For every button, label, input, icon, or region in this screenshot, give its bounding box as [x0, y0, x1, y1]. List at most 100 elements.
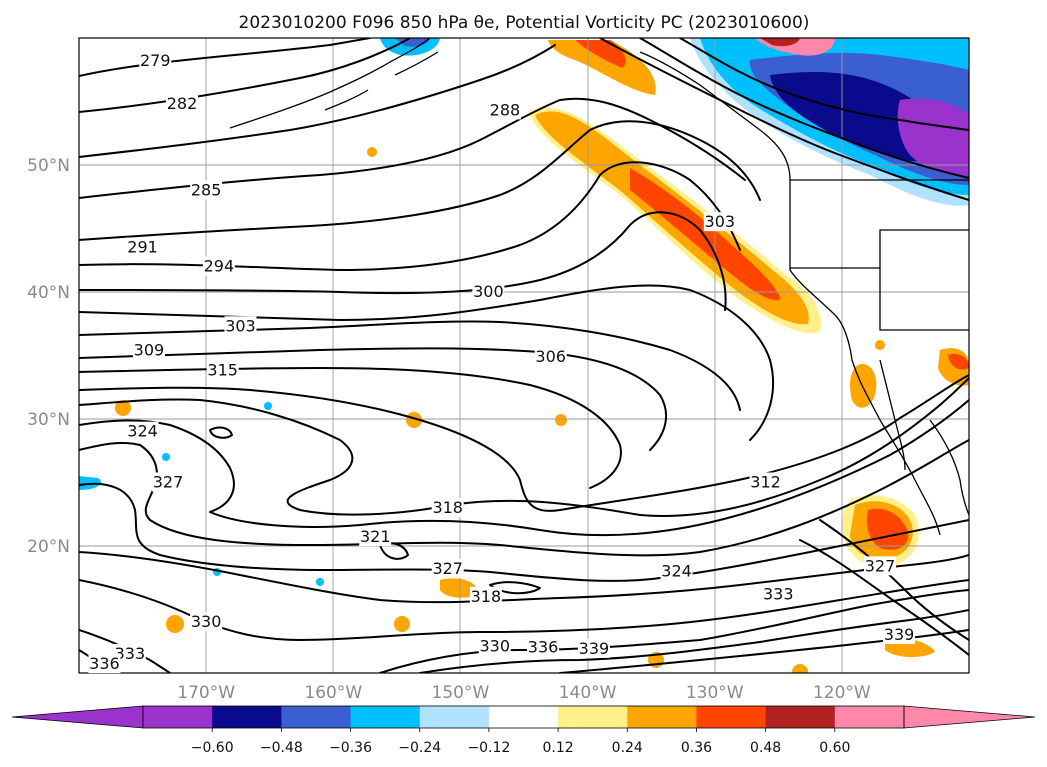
colorbar-tick-label: 0.12 [543, 740, 574, 756]
lon-tick-label: 130°W [686, 683, 744, 703]
contour-label: 336 [89, 654, 120, 673]
lon-tick-label: 170°W [177, 683, 235, 703]
contour-label-bg [431, 558, 464, 578]
contour-315 [79, 377, 969, 517]
border-us-canada [790, 179, 969, 331]
colorbar-tick-label: 0.24 [612, 740, 643, 756]
pv-spot [115, 400, 131, 416]
map-gridlines [79, 38, 969, 673]
contour-label: 315 [207, 361, 238, 380]
colorbar-bin [212, 706, 282, 728]
contour-label: 282 [167, 94, 198, 113]
contour-label-bg [126, 237, 159, 257]
pv-spot [406, 412, 422, 428]
colorbar-bin [696, 706, 767, 728]
colorbar-bin [834, 706, 905, 728]
lon-tick-label: 160°W [304, 683, 362, 703]
contour-300 [79, 284, 774, 441]
contour-label: 306 [535, 347, 566, 366]
contour-label: 327 [865, 556, 896, 575]
colorbar-bin [419, 706, 490, 728]
colorbar-bin [488, 706, 559, 728]
pv-blob-hawaii [440, 578, 479, 598]
contour-279 [79, 38, 371, 77]
contour-hawaii-loop [489, 581, 541, 595]
latitude-axis: 50°N 40°N 30°N 20°N [27, 156, 70, 557]
lon-tick-label: 120°W [813, 683, 871, 703]
colorbar-frame [142, 705, 905, 729]
colorbar-tick-label: −0.48 [260, 740, 303, 756]
colorbar-tick-label: −0.12 [467, 740, 510, 756]
lat-tick-label: 20°N [27, 537, 70, 557]
contour-318 [79, 399, 969, 537]
colorbar-tick-label: 0.36 [681, 740, 712, 756]
pv-spot [875, 340, 885, 350]
lon-tick-label: 140°W [559, 683, 617, 703]
contour-dateline-loop [209, 426, 233, 439]
contour-label-bg [527, 637, 560, 657]
contour-282 [79, 38, 411, 113]
colorbar-bin [558, 706, 628, 728]
contour-label-bg [359, 527, 392, 547]
map-frame [78, 37, 970, 674]
contour-label-bg [472, 282, 505, 301]
contour-label-bg [224, 316, 257, 336]
pv-spot [555, 414, 567, 426]
contour-label: 339 [579, 639, 610, 658]
pv-neg-spot [162, 453, 170, 461]
pv-blob-baja-core [866, 508, 909, 550]
coastline-baja [879, 359, 906, 471]
contour-288 [79, 97, 746, 199]
pv-neg-pink-core [760, 38, 800, 47]
colorbar-bin [281, 706, 352, 728]
lat-tick-label: 40°N [27, 283, 70, 303]
colorbar-tick-label: −0.24 [398, 740, 441, 756]
colorbar-bin [350, 706, 421, 728]
contour-label: 333 [115, 644, 146, 663]
contour-label-bg [206, 360, 239, 380]
pv-spot [166, 615, 184, 633]
contour-294 [79, 161, 741, 271]
pv-neg-spot [264, 402, 272, 410]
contour-coast-north-3 [679, 38, 969, 131]
pv-spot [792, 664, 808, 673]
pv-neg-purple [897, 98, 969, 176]
colorbar-bin [627, 706, 697, 728]
contour-label-bg [190, 612, 223, 632]
contour-label-bg [703, 212, 736, 232]
contour-label-bg [749, 472, 782, 492]
colorbar: −0.60 −0.48 −0.36 −0.24 −0.12 0.12 0.24 0.36 0.4… [11, 705, 1036, 756]
contour-label-bg [534, 346, 567, 366]
coastline-alaska-islands [324, 51, 439, 111]
contour-label-bg [202, 256, 235, 276]
pv-spot [367, 147, 377, 157]
contour-303 [79, 320, 741, 411]
contour-339 [559, 629, 969, 673]
contour-label: 330 [191, 612, 222, 631]
contour-label-bg [469, 586, 502, 606]
lat-tick-label: 50°N [27, 156, 70, 176]
contour-label: 303 [705, 212, 736, 231]
colorbar-bin [143, 706, 213, 728]
colorbar-bin [765, 706, 836, 728]
contour-label-bg [577, 638, 610, 658]
pv-spot [394, 616, 410, 632]
pv-blob-east-core [948, 354, 969, 370]
contour-label-bg [431, 497, 464, 517]
contour-label-bg [660, 561, 693, 581]
contour-label-bg [139, 50, 172, 70]
contour-label: 288 [490, 100, 521, 119]
contour-label: 303 [225, 316, 256, 335]
contour-label-bg [126, 421, 159, 441]
lat-tick-label: 30°N [27, 410, 70, 430]
contour-coast-north-2 [639, 38, 969, 179]
colorbar-tick-label: 0.48 [750, 740, 781, 756]
contour-label: 327 [153, 473, 184, 492]
pv-neg-spot [316, 578, 324, 586]
contour-312 [79, 374, 969, 512]
contour-label: 285 [191, 180, 222, 199]
contour-label: 336 [528, 638, 559, 657]
contour-label-bg [883, 624, 916, 644]
longitude-axis: 170°W 160°W 150°W 140°W 130°W 120°W [177, 683, 871, 703]
